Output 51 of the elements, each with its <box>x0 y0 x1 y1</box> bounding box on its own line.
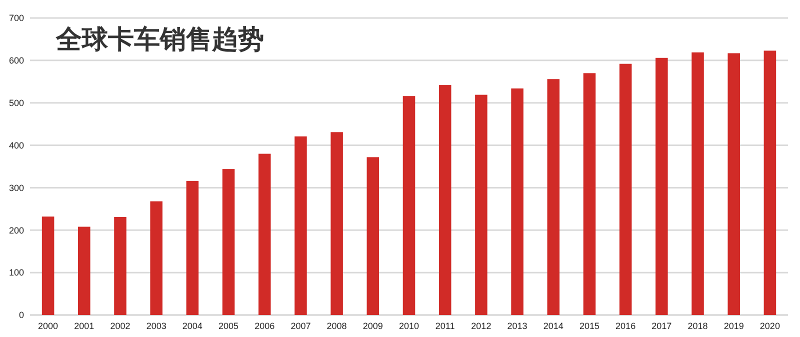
bar <box>438 85 452 315</box>
x-tick-label: 2010 <box>398 321 420 331</box>
bar <box>366 157 380 315</box>
x-tick-label: 2015 <box>579 321 600 331</box>
y-tick-label: 400 <box>8 140 24 150</box>
bar <box>78 226 90 315</box>
bar <box>258 154 271 315</box>
x-tick-label: 2001 <box>74 321 94 331</box>
y-tick-label: 600 <box>8 56 24 66</box>
x-tick-label: 2019 <box>724 321 744 331</box>
bar <box>764 50 776 315</box>
x-tick-label: 2020 <box>760 321 780 331</box>
x-tick-label: 2017 <box>652 321 672 331</box>
y-tick-label: 100 <box>8 268 24 278</box>
bar <box>114 216 126 315</box>
bar <box>547 79 560 315</box>
bar <box>728 53 740 315</box>
bar <box>330 132 343 315</box>
x-tick-label: 2007 <box>290 321 311 331</box>
x-tick-label: 2016 <box>616 321 636 331</box>
chart-title: 全球卡车销售趋势 <box>55 25 264 55</box>
bar <box>511 88 524 315</box>
bar <box>186 180 199 315</box>
y-tick-label: 500 <box>8 98 24 108</box>
bar <box>150 201 162 315</box>
bar <box>619 64 632 315</box>
x-tick-label: 2014 <box>543 321 564 331</box>
bar <box>583 73 596 315</box>
x-tick-label: 2018 <box>688 321 708 331</box>
y-tick-label: 0 <box>18 310 24 320</box>
bar <box>656 58 668 315</box>
bar <box>222 169 235 315</box>
y-tick-label: 200 <box>8 225 24 236</box>
bar <box>475 94 488 315</box>
x-tick-label: 2011 <box>435 321 455 331</box>
x-tick-label: 2013 <box>507 321 528 331</box>
x-tick-label: 2004 <box>182 321 202 331</box>
x-tick-label: 2000 <box>38 321 58 331</box>
x-tick-label: 2005 <box>218 321 239 331</box>
y-tick-label: 300 <box>8 182 24 193</box>
x-tick-label: 2002 <box>110 321 130 331</box>
x-tick-label: 2003 <box>146 321 166 331</box>
bar <box>42 216 54 315</box>
x-tick-label: 2006 <box>254 321 275 331</box>
x-tick-label: 2009 <box>362 321 383 331</box>
x-tick-label: 2008 <box>326 321 347 331</box>
bar <box>692 52 704 315</box>
y-tick-label: 700 <box>8 13 24 24</box>
x-tick-label: 2012 <box>471 321 492 331</box>
bar <box>294 136 307 315</box>
bar <box>402 96 416 315</box>
